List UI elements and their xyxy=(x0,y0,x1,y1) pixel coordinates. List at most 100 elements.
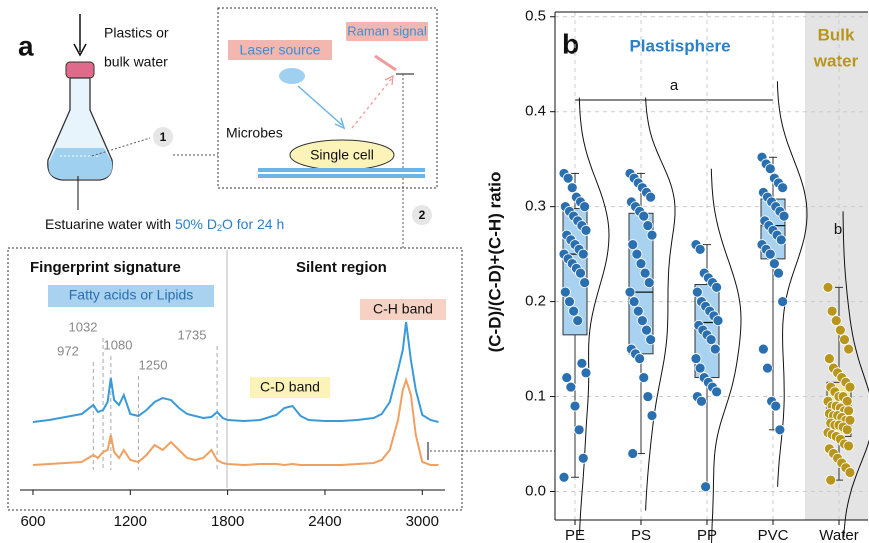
group-label: Plastisphere xyxy=(629,36,730,55)
data-point xyxy=(561,372,573,383)
x-tick-label: 600 xyxy=(20,513,45,530)
density-curve xyxy=(645,97,676,511)
data-point xyxy=(826,305,838,317)
slide xyxy=(258,174,425,178)
data-point xyxy=(823,353,835,364)
data-point xyxy=(577,452,589,464)
data-point xyxy=(631,248,643,260)
box-group: PE PS PP PVC Water xyxy=(554,11,869,543)
density-curve xyxy=(776,81,808,487)
data-point xyxy=(696,395,707,407)
data-point xyxy=(634,353,646,364)
y-tick-label: 0.4 xyxy=(525,103,546,120)
data-point xyxy=(762,362,773,374)
input-label: bulk water xyxy=(104,54,168,70)
laser-label: Laser source xyxy=(240,42,321,58)
label-box xyxy=(346,22,428,41)
peak-label: 1032 xyxy=(69,319,98,334)
data-point xyxy=(825,474,837,486)
data-point xyxy=(641,324,652,336)
significance-label: b xyxy=(834,221,842,238)
data-point xyxy=(830,315,842,326)
data-point xyxy=(643,277,655,289)
data-point xyxy=(778,210,790,222)
data-point xyxy=(624,286,636,298)
data-point xyxy=(636,315,648,326)
data-point xyxy=(579,201,591,213)
data-point xyxy=(642,220,654,232)
data-point xyxy=(632,305,644,317)
data-point xyxy=(565,381,577,393)
step-badge xyxy=(153,127,173,147)
raman-label: Raman signal xyxy=(347,23,427,38)
data-point xyxy=(577,248,589,260)
panel-letter: b xyxy=(562,28,579,59)
x-tick-label: 3000 xyxy=(406,513,439,530)
data-point xyxy=(566,182,578,194)
data-point xyxy=(568,305,580,317)
laser-icon xyxy=(279,68,305,84)
region-label: Silent region xyxy=(296,259,387,276)
laser-beam xyxy=(297,85,343,126)
microbes-label: Microbes xyxy=(226,125,283,141)
x-tick-label: PVC xyxy=(758,527,789,543)
band-label: C-H band xyxy=(373,301,433,317)
cell-label: Single cell xyxy=(310,147,374,163)
caption: Estuarine water with 50% D2O for 24 h xyxy=(45,216,284,234)
data-point xyxy=(777,296,789,308)
data-point xyxy=(711,386,723,398)
x-tick-label: PP xyxy=(697,527,717,543)
x-tick-label: PE xyxy=(565,527,585,543)
data-point xyxy=(843,440,855,452)
peak-label: 1250 xyxy=(139,357,168,372)
density-curve xyxy=(710,168,742,543)
data-point xyxy=(638,210,650,222)
caption-highlight: O for 24 h xyxy=(222,216,284,232)
y-tick-label: 0.5 xyxy=(525,8,546,25)
slide xyxy=(258,168,425,172)
data-point xyxy=(575,267,586,279)
data-point xyxy=(773,267,784,279)
data-point xyxy=(843,343,855,355)
x-tick-label: 1200 xyxy=(114,513,147,530)
data-point xyxy=(841,424,853,436)
label-box xyxy=(48,285,214,307)
data-point xyxy=(580,367,592,379)
spectrum xyxy=(32,321,439,423)
data-point xyxy=(576,357,588,369)
x-tick-label: Water xyxy=(819,527,858,543)
data-point xyxy=(646,229,658,241)
y-tick-label: 0.3 xyxy=(525,198,546,215)
data-point xyxy=(834,324,846,336)
data-point xyxy=(774,424,786,436)
data-point xyxy=(562,172,574,184)
data-point xyxy=(627,239,639,251)
data-point xyxy=(690,353,702,364)
data-point xyxy=(559,286,571,298)
detector xyxy=(374,54,397,72)
x-tick-label: 2400 xyxy=(308,513,341,530)
raman-beam xyxy=(351,77,393,129)
data-point xyxy=(764,163,776,175)
group-label: Bulk xyxy=(818,25,855,44)
data-point xyxy=(844,381,856,393)
caption-highlight: 50% D xyxy=(175,216,217,232)
flask-cap xyxy=(65,61,95,79)
x-tick-label: 1800 xyxy=(211,513,244,530)
bulk-background xyxy=(805,12,868,520)
data-point xyxy=(705,334,717,345)
step-badge xyxy=(412,205,432,225)
data-point xyxy=(709,343,721,355)
data-point xyxy=(645,191,657,203)
step-number: 2 xyxy=(419,208,426,222)
density-curve xyxy=(842,211,869,538)
y-axis-label: (C-D)/(C-D)+(C-H) ratio xyxy=(485,172,504,353)
setup-box xyxy=(217,7,438,189)
data-point xyxy=(558,471,570,483)
data-point xyxy=(700,481,712,493)
peak-label: 1080 xyxy=(104,337,133,352)
arrow-head xyxy=(73,43,87,57)
beam-head xyxy=(384,74,394,86)
peak-label: 972 xyxy=(57,343,79,358)
data-point xyxy=(573,424,585,436)
